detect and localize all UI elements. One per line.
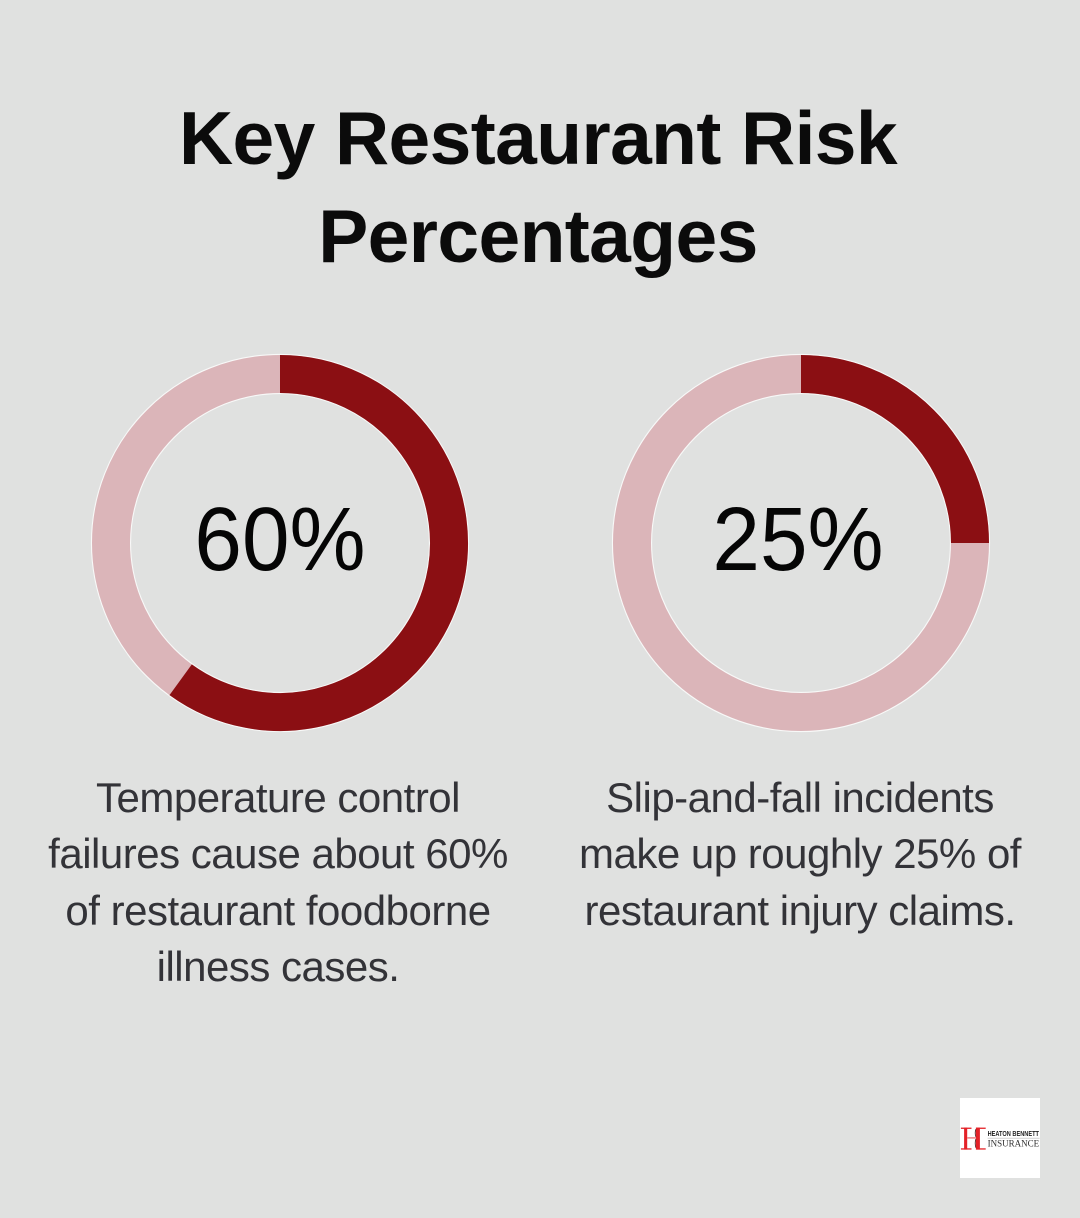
svg-text:HEATON BENNETT: HEATON BENNETT	[988, 1130, 1040, 1137]
svg-text:INSURANCE: INSURANCE	[988, 1139, 1040, 1149]
